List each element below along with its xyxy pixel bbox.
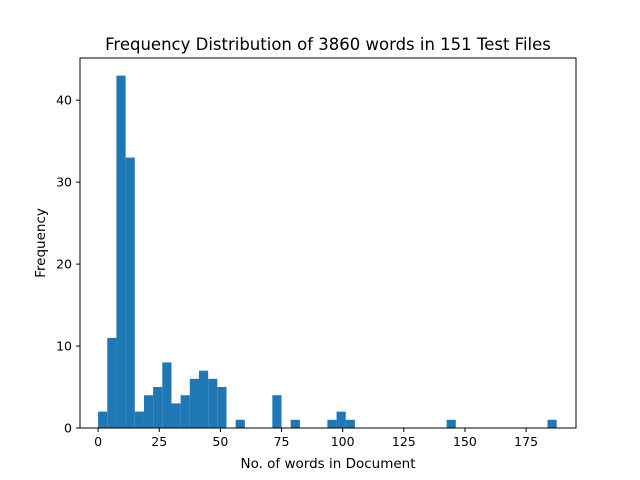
histogram-bar — [327, 419, 337, 428]
y-tick-label: 20 — [56, 257, 72, 272]
histogram-bar — [189, 378, 199, 428]
histogram-bar — [208, 378, 218, 428]
histogram-bar — [336, 411, 346, 428]
histogram-bar — [235, 419, 245, 428]
x-axis-ticks: 0 25 50 75 100 125 150 175 — [94, 428, 538, 449]
histogram-bar — [198, 370, 209, 428]
histogram-bar — [345, 419, 355, 428]
histogram-bar — [180, 395, 190, 428]
x-tick-label: 100 — [331, 434, 355, 449]
x-tick-label: 125 — [392, 434, 416, 449]
histogram-bar — [217, 387, 227, 428]
x-tick-label: 0 — [94, 434, 102, 449]
x-tick-label: 150 — [453, 434, 477, 449]
x-tick-label: 175 — [514, 434, 538, 449]
histogram-bar — [162, 362, 172, 428]
x-tick-label: 25 — [151, 434, 167, 449]
chart-title: Frequency Distribution of 3860 words in … — [105, 35, 551, 54]
plot-frame — [79, 57, 577, 429]
y-tick-label: 0 — [64, 421, 72, 436]
histogram-bar — [116, 75, 126, 428]
y-axis-ticks: 0 10 20 30 40 — [56, 93, 80, 436]
y-axis-label: Frequency — [33, 208, 49, 278]
histogram-bar — [98, 411, 108, 428]
x-axis-label: No. of words in Document — [240, 456, 415, 472]
histogram-bar — [125, 157, 135, 428]
histogram-bar — [446, 419, 456, 428]
histogram-bar — [547, 419, 557, 428]
bars-group — [98, 75, 557, 428]
x-tick-label: 50 — [212, 434, 228, 449]
histogram-bar — [171, 403, 181, 428]
histogram-bar — [134, 411, 144, 428]
histogram-bar — [272, 395, 282, 428]
x-tick-label: 75 — [274, 434, 290, 449]
y-tick-label: 10 — [56, 339, 72, 354]
histogram-bar — [153, 387, 163, 428]
y-tick-label: 30 — [56, 175, 72, 190]
histogram-bar — [143, 395, 154, 428]
histogram-bar — [290, 419, 300, 428]
y-tick-label: 40 — [56, 93, 72, 108]
histogram-bar — [107, 337, 117, 428]
